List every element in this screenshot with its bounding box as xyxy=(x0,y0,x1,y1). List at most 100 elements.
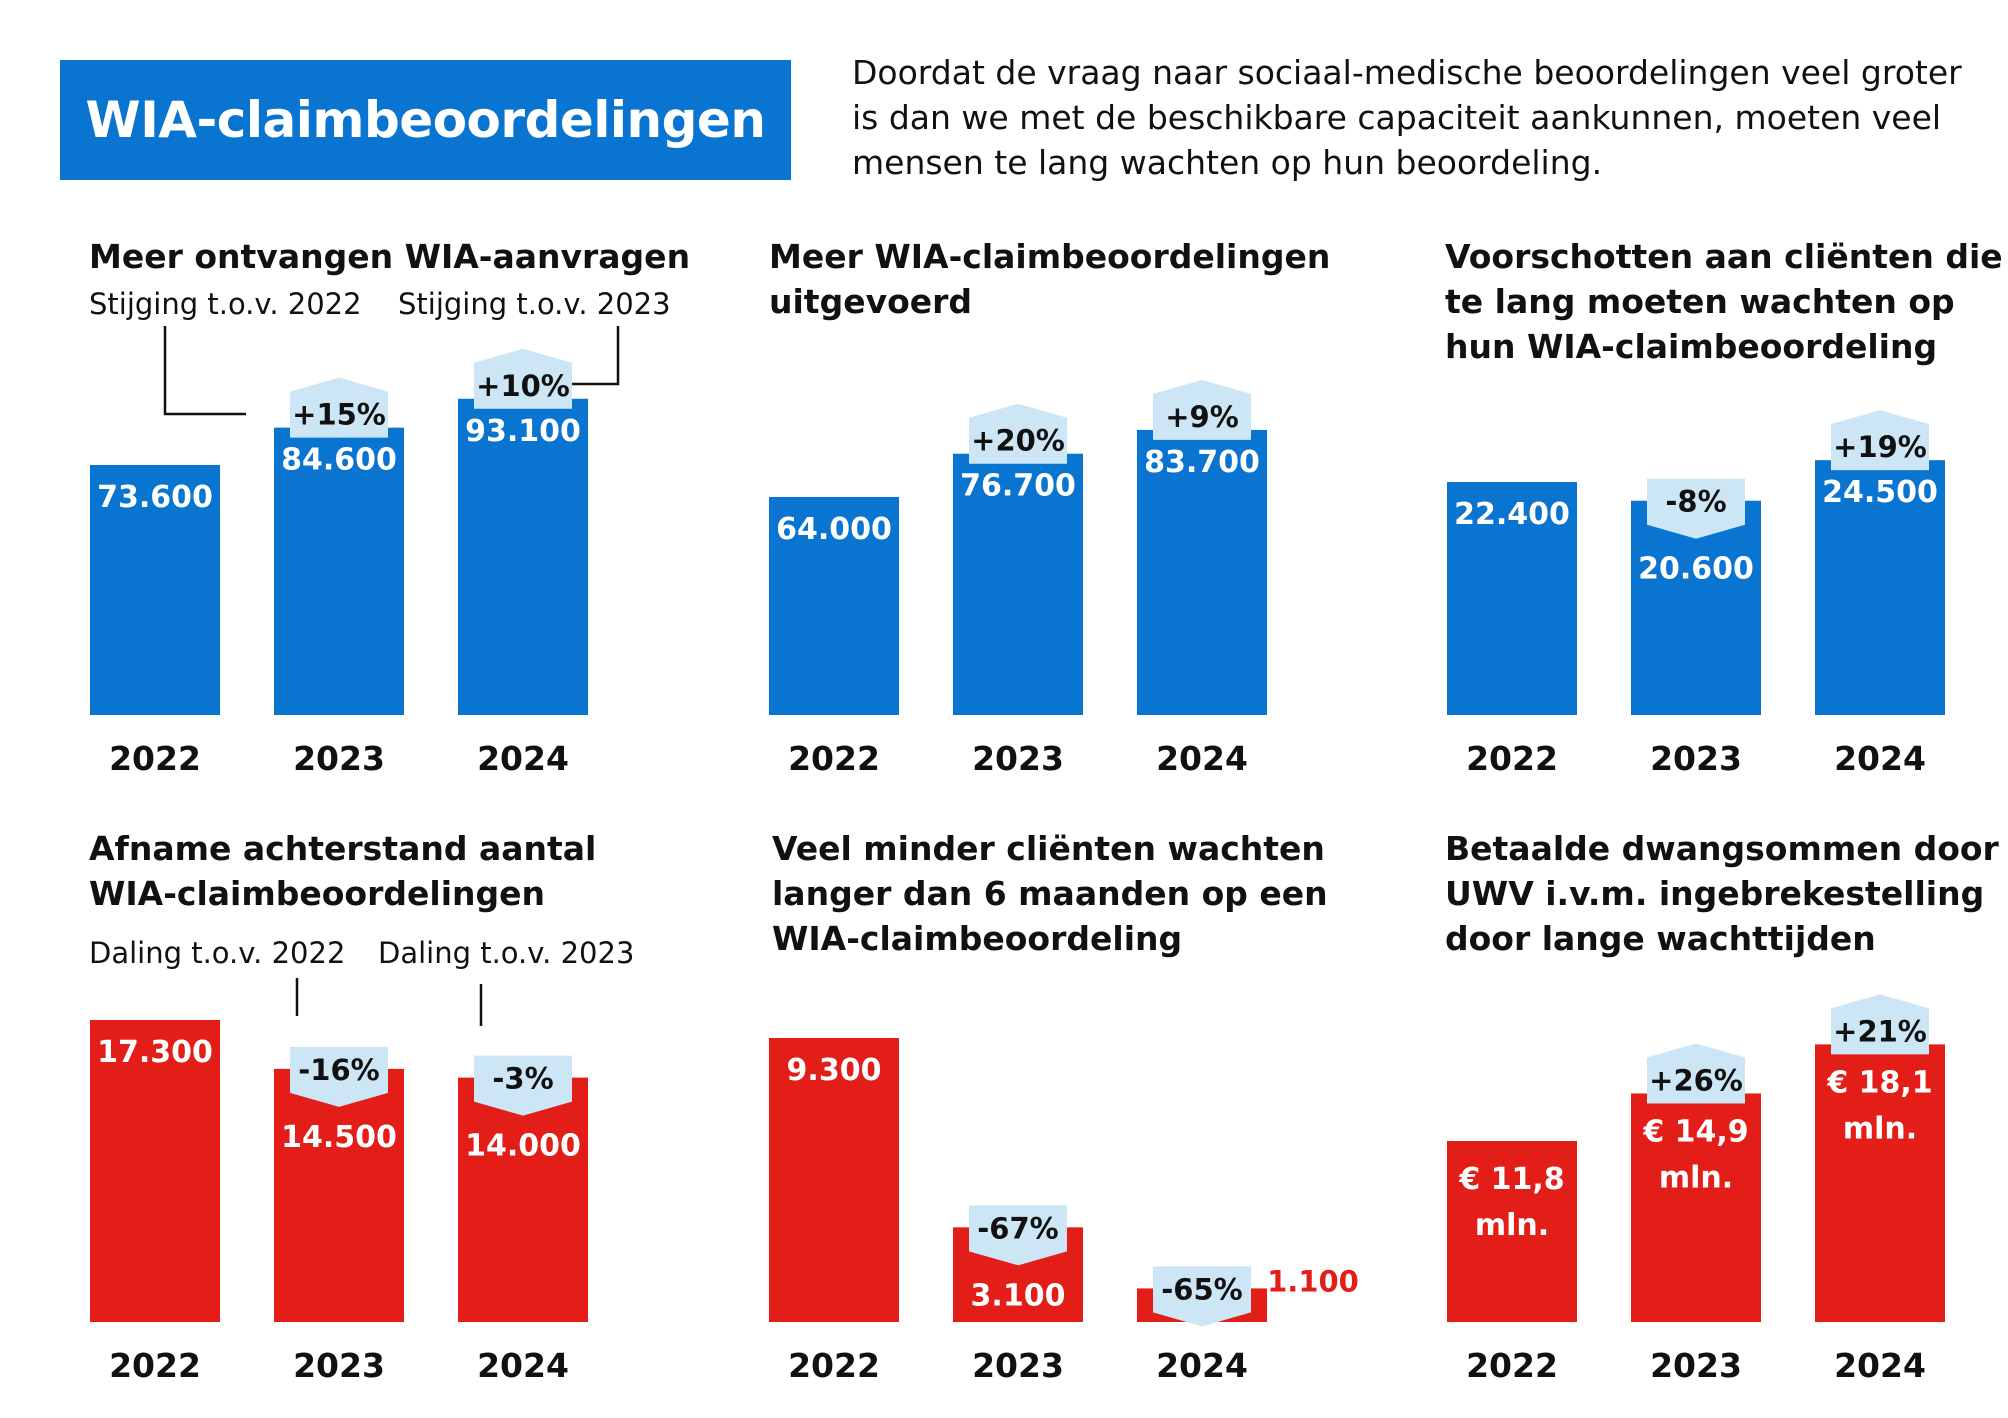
annotation-label: Daling t.o.v. 2023 xyxy=(378,936,634,970)
data-label: 93.100 xyxy=(465,414,581,449)
data-label: 73.600 xyxy=(97,480,213,515)
data-label: € 14,9 xyxy=(1642,1114,1748,1149)
data-label: 24.500 xyxy=(1822,475,1938,510)
data-label: € 11,8 xyxy=(1458,1162,1564,1197)
x-tick-label: 2023 xyxy=(1650,1346,1742,1385)
change-label: +19% xyxy=(1833,430,1927,464)
change-label: -8% xyxy=(1665,485,1726,519)
change-badge xyxy=(290,377,388,438)
chart-title: langer dan 6 maanden op een xyxy=(772,874,1328,913)
x-tick-label: 2022 xyxy=(1466,1346,1558,1385)
x-tick-label: 2022 xyxy=(109,1346,201,1385)
x-tick-label: 2024 xyxy=(1156,739,1248,778)
x-tick-label: 2024 xyxy=(477,739,569,778)
data-label: 14.000 xyxy=(465,1129,581,1164)
data-label: 76.700 xyxy=(960,469,1076,504)
change-badge xyxy=(474,348,572,409)
page-title: WIA-claimbeoordelingen xyxy=(85,91,766,149)
bar xyxy=(274,427,404,715)
bar xyxy=(769,1038,899,1322)
change-label: -16% xyxy=(298,1053,379,1087)
change-badge xyxy=(1831,994,1929,1055)
chart-title: te lang moeten wachten op xyxy=(1445,282,1955,321)
intro-text: Doordat de vraag naar sociaal-medische b… xyxy=(852,53,1962,182)
chart-title: hun WIA-claimbeoordeling xyxy=(1445,327,1937,366)
change-label: +20% xyxy=(971,424,1065,458)
chart-title: Meer ontvangen WIA-aanvragen xyxy=(89,237,690,276)
chart-title: uitgevoerd xyxy=(769,282,972,321)
x-tick-label: 2024 xyxy=(1834,1346,1926,1385)
data-label: mln. xyxy=(1659,1160,1733,1195)
bar xyxy=(1137,429,1267,715)
chart-title: UWV i.v.m. ingebrekestelling xyxy=(1445,874,1984,913)
change-badge xyxy=(1647,478,1745,539)
x-tick-label: 2023 xyxy=(293,739,385,778)
x-tick-label: 2024 xyxy=(477,1346,569,1385)
data-label: 84.600 xyxy=(281,443,397,478)
chart-title: Voorschotten aan cliënten die xyxy=(1445,237,2003,276)
change-badge xyxy=(969,1205,1067,1266)
x-tick-label: 2023 xyxy=(972,1346,1064,1385)
chart-title: Veel minder cliënten wachten xyxy=(772,829,1325,868)
x-tick-label: 2022 xyxy=(109,739,201,778)
data-label: 20.600 xyxy=(1638,552,1754,587)
data-label: 14.500 xyxy=(281,1120,397,1155)
chart-title: WIA-claimbeoordeling xyxy=(772,919,1182,958)
data-label: 83.700 xyxy=(1144,445,1260,480)
bar xyxy=(274,1068,404,1322)
bar xyxy=(1815,460,1945,715)
x-tick-label: 2022 xyxy=(1466,739,1558,778)
x-tick-label: 2024 xyxy=(1156,1346,1248,1385)
change-badge xyxy=(1647,1043,1745,1104)
data-label: 64.000 xyxy=(776,512,892,547)
chart-title: Meer WIA-claimbeoordelingen xyxy=(769,237,1330,276)
annotation-label: Stijging t.o.v. 2022 xyxy=(89,287,362,321)
data-label: 22.400 xyxy=(1454,497,1570,532)
bar xyxy=(1447,1141,1577,1322)
chart-title: Afname achterstand aantal xyxy=(89,829,596,868)
change-label: +10% xyxy=(476,369,570,403)
bar xyxy=(769,497,899,715)
annotation-label: Daling t.o.v. 2022 xyxy=(89,936,345,970)
x-tick-label: 2022 xyxy=(788,1346,880,1385)
annotation-connector xyxy=(163,326,246,416)
bar xyxy=(1447,482,1577,715)
data-label: 9.300 xyxy=(787,1053,882,1088)
bar xyxy=(953,453,1083,715)
data-label: 17.300 xyxy=(97,1035,213,1070)
x-tick-label: 2023 xyxy=(293,1346,385,1385)
change-label: +26% xyxy=(1649,1063,1743,1097)
chart-title: door lange wachttijden xyxy=(1445,919,1876,958)
change-badge xyxy=(290,1046,388,1107)
data-label: € 18,1 xyxy=(1826,1065,1932,1100)
change-badge xyxy=(1831,410,1929,471)
change-badge xyxy=(969,403,1067,464)
bar xyxy=(90,465,220,715)
data-label: mln. xyxy=(1475,1208,1549,1243)
x-tick-label: 2022 xyxy=(788,739,880,778)
data-label: 1.100 xyxy=(1267,1264,1359,1298)
annotation-label: Stijging t.o.v. 2023 xyxy=(398,287,671,321)
change-label: -3% xyxy=(492,1062,553,1096)
title-banner: WIA-claimbeoordelingen xyxy=(60,60,791,180)
chart-title: Betaalde dwangsommen door xyxy=(1445,829,2000,868)
bar xyxy=(458,398,588,715)
change-label: -67% xyxy=(977,1211,1058,1245)
x-tick-label: 2023 xyxy=(1650,739,1742,778)
bar xyxy=(90,1020,220,1322)
change-badge xyxy=(1153,1266,1251,1327)
bar xyxy=(458,1077,588,1322)
change-label: -65% xyxy=(1161,1272,1242,1306)
x-tick-label: 2024 xyxy=(1834,739,1926,778)
change-label: +15% xyxy=(292,398,386,432)
bar xyxy=(1631,1093,1761,1322)
chart-title: WIA-claimbeoordelingen xyxy=(89,874,545,913)
bar xyxy=(1815,1044,1945,1322)
change-label: +21% xyxy=(1833,1014,1927,1048)
change-label: +9% xyxy=(1165,400,1239,434)
data-label: mln. xyxy=(1843,1111,1917,1146)
change-badge xyxy=(1153,379,1251,440)
data-label: 3.100 xyxy=(971,1278,1066,1313)
change-badge xyxy=(474,1055,572,1116)
